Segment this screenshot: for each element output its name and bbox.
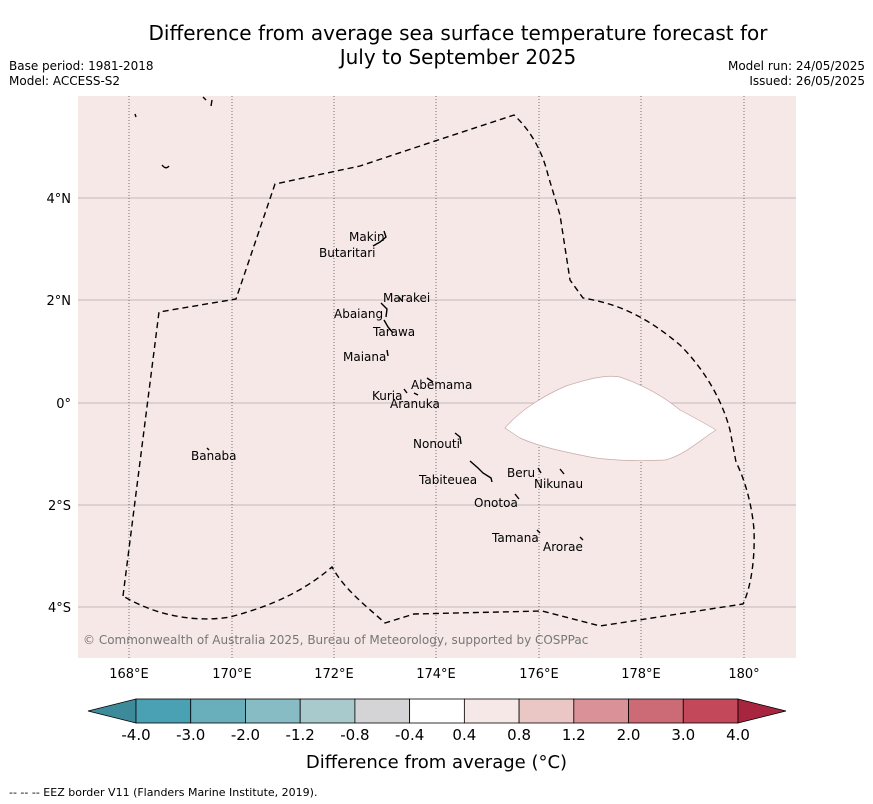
lon-label-180: 180° [728, 667, 759, 682]
onotoa-outline [514, 493, 520, 500]
colorbar-tick-label: -0.4 [395, 726, 424, 744]
colorbar-segment [354, 698, 411, 724]
colorbar-segment [409, 698, 465, 724]
colorbar-segment [299, 698, 356, 724]
beru-outline [537, 467, 542, 474]
meta-left: Base period: 1981-2018 Model: ACCESS-S2 [9, 59, 154, 89]
colorbar-segment [573, 698, 629, 724]
issued-date: Issued: 26/05/2025 [749, 74, 865, 88]
lat-label-0: 0° [56, 397, 71, 412]
islet-outline-1 [134, 113, 137, 118]
colorbar-title: Difference from average (°C) [305, 752, 568, 773]
tamana-outline [536, 529, 541, 534]
arorae-outline [579, 536, 584, 541]
label-kuria: Kuria [372, 389, 403, 403]
label-nikunau: Nikunau [534, 477, 583, 491]
colorbar-tick-label: 1.2 [562, 726, 586, 744]
label-aranuka: Aranuka [390, 397, 440, 411]
colorbar-segment [190, 698, 246, 724]
nikunau-outline [559, 468, 565, 475]
label-abaiang: Abaiang [334, 307, 383, 321]
label-onotoa: Onotoa [474, 496, 518, 510]
abaiang-outline [380, 302, 388, 318]
colorbar-tick-labels: -4.0 -3.0 -2.0 -1.2 -0.8 -0.4 0.4 0.8 1.2 2.0 3.0 4… [121, 726, 750, 744]
colorbar-segment [463, 698, 520, 724]
island-outlines [134, 96, 584, 541]
islet-outline-2 [202, 96, 207, 101]
colorbar-tick-label: -1.2 [286, 726, 315, 744]
label-butaritari: Butaritari [319, 246, 376, 260]
lon-label-172e: 172°E [314, 667, 354, 682]
colorbar-tick-label: -2.0 [231, 726, 260, 744]
anomaly-patch-near-average [504, 375, 717, 461]
label-maiana: Maiana [343, 350, 386, 364]
colorbar-tick-label: 2.0 [617, 726, 641, 744]
colorbar-segment [135, 698, 192, 724]
colorbar [87, 698, 787, 724]
longitude-labels: 168°E 170°E 172°E 174°E 176°E 178°E 180° [109, 667, 759, 682]
marakei-outline [398, 296, 403, 302]
lat-label-2s: 2°S [48, 499, 71, 514]
label-abemama: Abemama [411, 378, 472, 392]
lon-label-168e: 168°E [109, 667, 149, 682]
colorbar-tick-label: 0.4 [452, 726, 476, 744]
eez-border [122, 114, 755, 627]
islet-outline-3 [210, 99, 213, 107]
lat-label-2n: 2°N [47, 294, 72, 309]
colorbar-extend-high [737, 698, 787, 724]
island-labels: Makin Butaritari Marakei Abaiang Tarawa … [191, 230, 583, 554]
maiana-outline [386, 349, 389, 357]
colorbar-segment [682, 698, 739, 724]
tabiteuea-outline [469, 460, 493, 483]
base-period: Base period: 1981-2018 [9, 59, 154, 73]
model-name: Model: ACCESS-S2 [9, 74, 121, 88]
aranuka-outline [413, 392, 419, 396]
label-makin: Makin [349, 230, 385, 244]
latitude-labels: 4°N 2°N 0° 2°S 4°S [47, 192, 72, 616]
label-beru: Beru [507, 466, 535, 480]
label-tarawa: Tarawa [372, 325, 415, 339]
label-tabiteuea: Tabiteuea [418, 473, 477, 487]
title-line-1: Difference from average sea surface temp… [148, 21, 768, 45]
colorbar-tick-label: 3.0 [671, 726, 695, 744]
lon-label-178e: 178°E [621, 667, 661, 682]
lon-label-176e: 176°E [519, 667, 559, 682]
kuria-outline [403, 388, 408, 394]
tarawa-outline [383, 319, 394, 334]
title-line-2: July to September 2025 [339, 45, 577, 69]
colorbar-segment [628, 698, 684, 724]
map-area [78, 96, 796, 658]
model-run: Model run: 24/05/2025 [727, 59, 865, 73]
map-title: Difference from average sea surface temp… [0, 21, 873, 69]
label-banaba: Banaba [191, 449, 237, 463]
nonouti-outline [454, 432, 462, 445]
colorbar-extend-low [87, 698, 137, 724]
label-arorae: Arorae [543, 540, 583, 554]
lon-label-170e: 170°E [212, 667, 252, 682]
credit-text: © Commonwealth of Australia 2025, Bureau… [83, 633, 588, 647]
abemama-outline [426, 377, 434, 383]
colorbar-segment [518, 698, 575, 724]
lon-label-174e: 174°E [416, 667, 456, 682]
label-marakei: Marakei [383, 291, 430, 305]
colorbar-tick-label: -0.8 [340, 726, 369, 744]
lat-label-4s: 4°S [48, 601, 71, 616]
label-tamana: Tamana [491, 531, 539, 545]
meta-right: Model run: 24/05/2025 Issued: 26/05/2025 [728, 59, 865, 89]
banaba-outline [206, 447, 210, 451]
meridians [128, 96, 745, 658]
eez-legend: -- -- -- EEZ border V11 (Flanders Marine… [9, 786, 318, 799]
islet-outline-4 [161, 164, 170, 169]
colorbar-tick-label: -3.0 [176, 726, 205, 744]
gridlines [78, 197, 796, 608]
lat-label-4n: 4°N [47, 192, 72, 207]
colorbar-tick-label: 0.8 [507, 726, 531, 744]
colorbar-segment [245, 698, 301, 724]
makin-outline [372, 230, 387, 247]
label-nonouti: Nonouti [413, 437, 460, 451]
colorbar-tick-label: -4.0 [121, 726, 150, 744]
colorbar-tick-label: 4.0 [726, 726, 750, 744]
